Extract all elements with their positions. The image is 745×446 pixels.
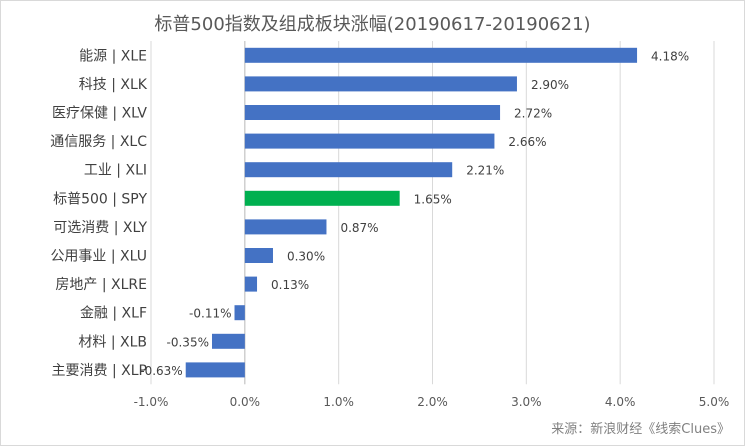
x-tick-label: 5.0%: [699, 395, 730, 409]
data-label: 2.72%: [514, 107, 552, 121]
chart-title: 标普500指数及组成板块涨幅(20190617-20190621): [154, 14, 591, 35]
category-label: 金融 | XLF: [80, 306, 147, 322]
category-label: 能源 | XLE: [79, 48, 147, 64]
bar: [244, 219, 327, 235]
bar: [244, 133, 495, 149]
x-tick-label: 1.0%: [323, 395, 354, 409]
category-label: 医疗保健 | XLV: [52, 106, 147, 122]
bar: [234, 305, 245, 321]
bar: [244, 248, 273, 263]
category-label: 标普500 | SPY: [53, 191, 147, 207]
data-label: 0.13%: [271, 278, 309, 292]
bar: [244, 105, 501, 120]
data-label: 0.87%: [340, 221, 378, 235]
data-label: -0.63%: [140, 364, 182, 378]
bar: [244, 190, 400, 206]
category-label: 主要消费 | XLP: [52, 363, 147, 379]
x-tick-label: 4.0%: [605, 395, 636, 409]
bar: [244, 276, 258, 292]
data-label: 0.30%: [287, 250, 325, 264]
data-label: -0.11%: [189, 307, 231, 321]
category-label: 公用事业 | XLU: [50, 249, 147, 265]
data-label: 2.21%: [466, 164, 504, 178]
data-label: 2.90%: [531, 78, 569, 92]
x-tick-label: 2.0%: [417, 395, 448, 409]
source-note: 来源：新浪财经《线索Clues》: [551, 422, 730, 437]
x-tick-label: -1.0%: [134, 395, 169, 409]
bar: [244, 162, 453, 178]
category-label: 工业 | XLI: [84, 163, 147, 179]
x-tick-label: 0.0%: [230, 395, 261, 409]
category-label: 通信服务 | XLC: [50, 134, 147, 150]
bar: [211, 333, 245, 349]
category-label: 可选消费 | XLY: [53, 220, 147, 236]
x-tick-label: 3.0%: [511, 395, 542, 409]
bar: [185, 362, 245, 378]
bar: [244, 76, 517, 92]
category-label: 科技 | XLK: [79, 77, 148, 93]
category-label: 房地产 | XLRE: [55, 277, 147, 293]
data-label: 4.18%: [651, 49, 689, 63]
data-label: 1.65%: [414, 192, 452, 206]
category-label: 材料 | XLB: [78, 334, 147, 350]
bar: [244, 47, 638, 63]
data-label: 2.66%: [508, 135, 546, 149]
data-label: -0.35%: [167, 335, 209, 349]
